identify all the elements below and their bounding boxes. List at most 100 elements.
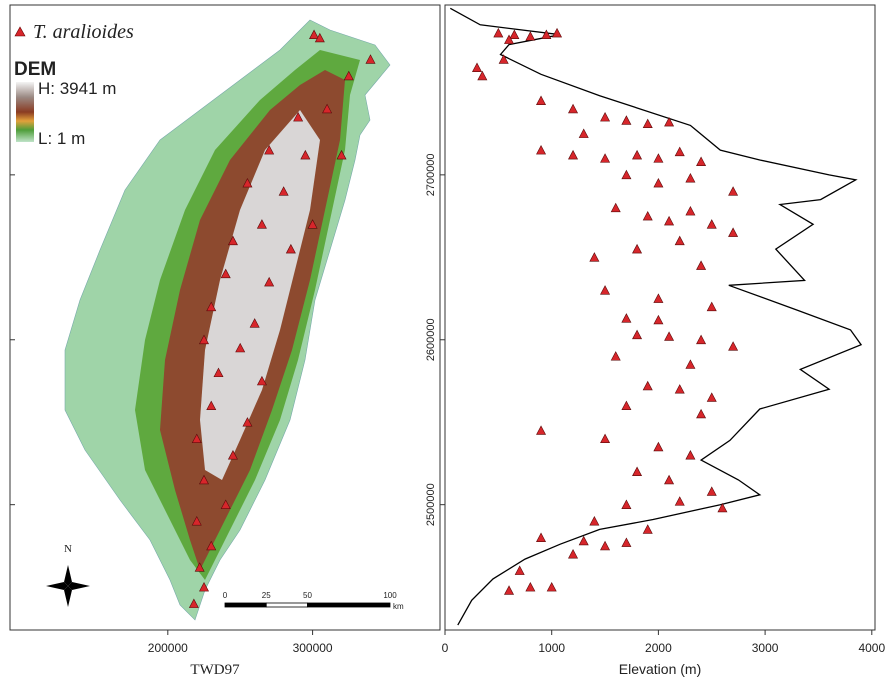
point bbox=[589, 516, 600, 526]
point bbox=[600, 433, 611, 444]
point bbox=[621, 169, 632, 180]
point bbox=[600, 111, 611, 122]
point bbox=[568, 149, 579, 160]
point bbox=[653, 293, 664, 303]
legend-marker bbox=[14, 26, 26, 37]
point bbox=[685, 450, 696, 460]
map-point bbox=[249, 318, 260, 328]
arrow-w bbox=[46, 582, 68, 590]
x-tick-label: 2000 bbox=[645, 641, 672, 655]
point bbox=[610, 202, 621, 213]
north-arrow: N bbox=[46, 543, 90, 607]
point bbox=[664, 116, 675, 127]
map-point bbox=[336, 149, 347, 160]
point bbox=[552, 27, 563, 38]
point bbox=[728, 341, 739, 351]
scale-label: 25 bbox=[262, 591, 271, 600]
point bbox=[600, 285, 611, 295]
point bbox=[600, 153, 611, 163]
point bbox=[674, 384, 685, 394]
point bbox=[653, 153, 664, 163]
plot-frame bbox=[444, 4, 876, 631]
scale-unit: km bbox=[393, 602, 404, 611]
point bbox=[632, 329, 643, 340]
map-point bbox=[199, 474, 210, 485]
dem-title: DEM bbox=[14, 59, 56, 80]
x-axis-label: TWD97 bbox=[190, 662, 240, 678]
point bbox=[706, 392, 717, 402]
y-tick-label: 2600000 bbox=[425, 318, 437, 361]
arrow-e bbox=[68, 582, 90, 590]
point bbox=[477, 70, 488, 81]
taiwan bbox=[64, 19, 391, 621]
point bbox=[728, 227, 739, 237]
map-point bbox=[264, 144, 275, 155]
point bbox=[621, 313, 632, 323]
point bbox=[685, 359, 696, 369]
point bbox=[589, 252, 600, 262]
point bbox=[514, 565, 525, 575]
point bbox=[536, 532, 547, 542]
arrow-n bbox=[64, 565, 72, 586]
point bbox=[578, 535, 589, 546]
x-tick-label: 3000 bbox=[752, 641, 779, 655]
x-axis-label: Elevation (m) bbox=[619, 661, 701, 677]
point bbox=[642, 118, 653, 129]
map-point bbox=[307, 219, 318, 229]
map-point bbox=[300, 149, 311, 160]
point bbox=[509, 29, 520, 39]
point bbox=[536, 95, 547, 105]
peaks bbox=[200, 110, 320, 480]
point bbox=[493, 27, 504, 38]
map-point bbox=[309, 29, 320, 39]
x-tick-label: 4000 bbox=[858, 641, 885, 655]
point bbox=[600, 540, 611, 551]
map-point bbox=[220, 499, 231, 509]
map-point bbox=[199, 334, 210, 345]
point bbox=[632, 149, 643, 160]
point bbox=[632, 466, 643, 476]
point bbox=[685, 205, 696, 216]
legend-label: T. aralioides bbox=[33, 21, 134, 43]
point bbox=[674, 496, 685, 506]
y-tick-label: 2500000 bbox=[425, 483, 437, 526]
point bbox=[632, 243, 643, 254]
map-point bbox=[256, 219, 267, 229]
point bbox=[610, 351, 621, 361]
point bbox=[546, 581, 557, 592]
point bbox=[578, 128, 589, 138]
point bbox=[664, 331, 675, 341]
point bbox=[642, 524, 653, 534]
point bbox=[664, 474, 675, 485]
point bbox=[525, 581, 536, 592]
dem-high: H: 3941 m bbox=[38, 79, 116, 98]
map-point bbox=[227, 450, 238, 460]
dem-colorbar bbox=[16, 82, 34, 142]
map-point bbox=[206, 301, 217, 312]
point bbox=[541, 29, 552, 39]
point bbox=[653, 177, 664, 188]
point bbox=[653, 441, 664, 452]
point bbox=[706, 486, 717, 496]
profile-line bbox=[449, 7, 863, 626]
scale-segment bbox=[265, 602, 308, 608]
point bbox=[498, 54, 509, 64]
point bbox=[696, 408, 707, 419]
map-point bbox=[199, 581, 210, 592]
point bbox=[674, 235, 685, 246]
point bbox=[525, 31, 536, 41]
map-point bbox=[264, 276, 275, 287]
arrow-s bbox=[64, 586, 72, 607]
map-point bbox=[206, 400, 217, 411]
point bbox=[696, 260, 707, 270]
point bbox=[717, 502, 728, 513]
point bbox=[621, 537, 632, 547]
point bbox=[642, 210, 653, 221]
map-point bbox=[235, 342, 246, 353]
map-point bbox=[322, 103, 333, 114]
map-point bbox=[314, 32, 325, 43]
point bbox=[653, 314, 664, 325]
map-point bbox=[194, 562, 205, 572]
x-tick-label: 0 bbox=[442, 641, 449, 655]
